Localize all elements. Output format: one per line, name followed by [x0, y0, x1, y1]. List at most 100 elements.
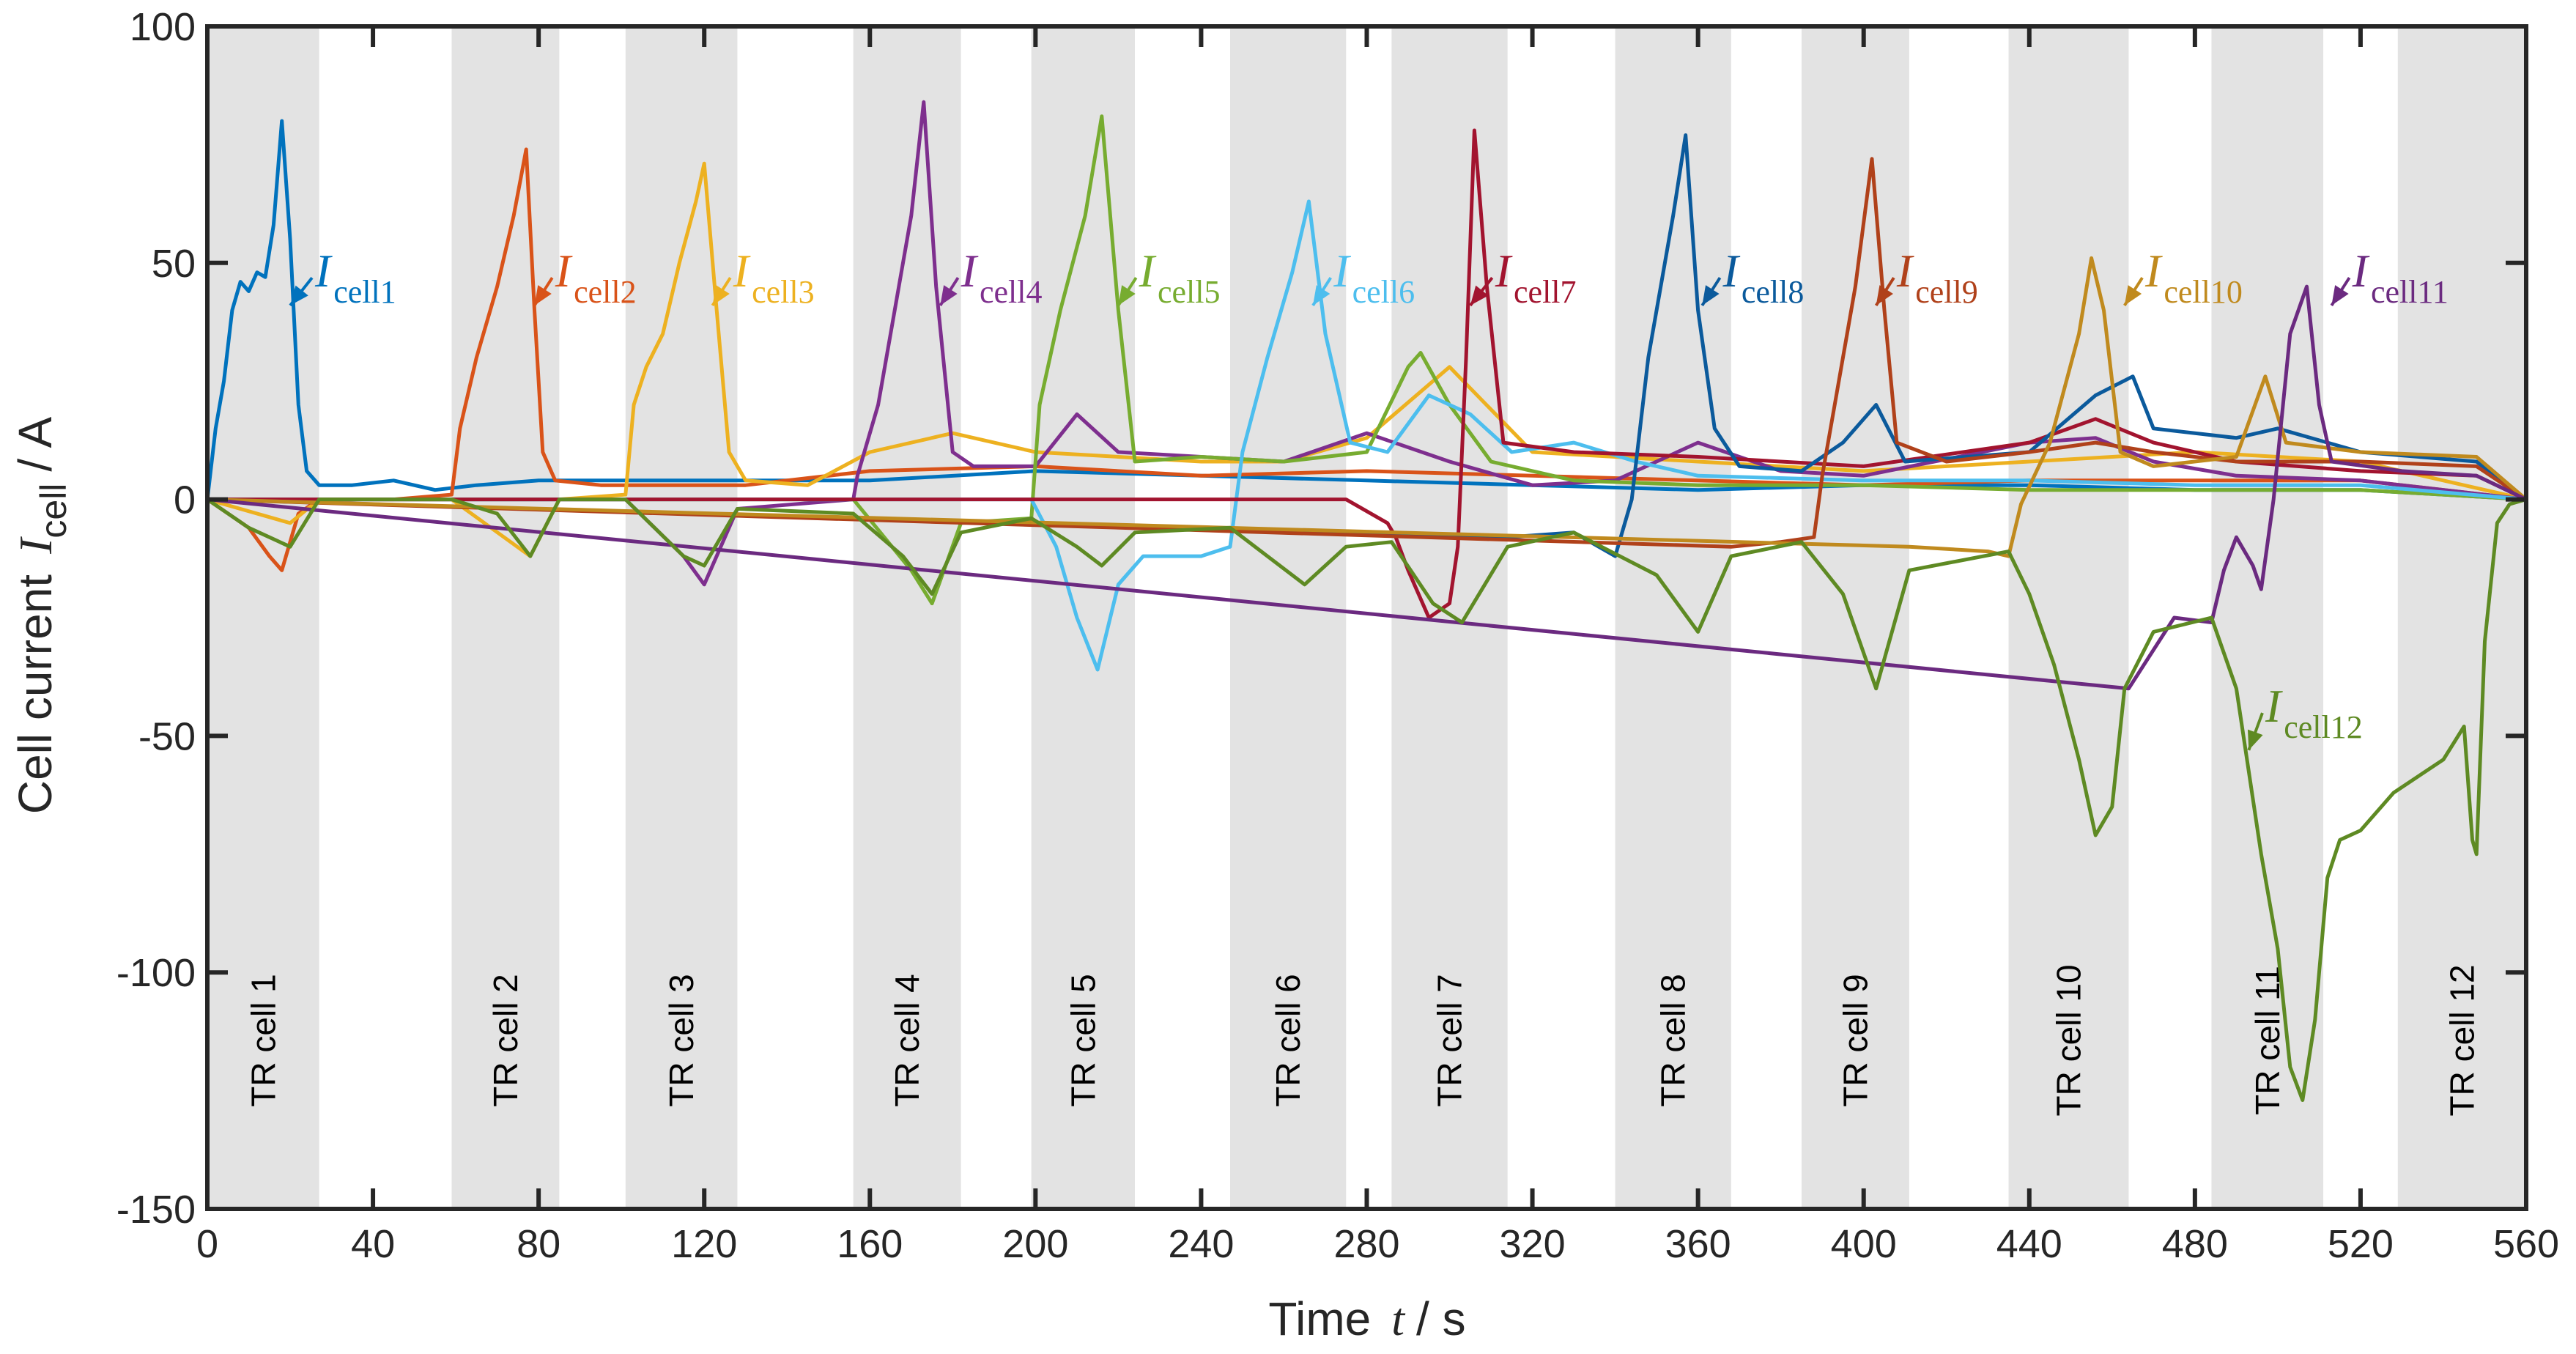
series-label-Icell2: Icell2 [555, 245, 637, 310]
region-label-2: TR cell 2 [486, 974, 525, 1106]
region-label-3: TR cell 3 [662, 974, 700, 1106]
shaded-regions: TR cell 1 TR cell 2 TR cell 3 TR cell 4 TR c… [207, 26, 2526, 1209]
series-lines [205, 100, 2528, 1102]
label-arrowhead-Icell5 [1118, 285, 1136, 306]
series-label-symbol: I [1333, 245, 1351, 297]
label-arrowhead-Icell9 [1876, 285, 1893, 306]
label-arrowhead-Icell4 [940, 285, 958, 306]
series-line-Icell11 [207, 284, 2528, 691]
series-label-Icell1: Icell1 [314, 245, 396, 310]
label-arrowhead-Icell1 [290, 285, 308, 306]
series-label-symbol: I [1722, 245, 1741, 297]
series-label-symbol: I [2144, 245, 2163, 297]
series-label-Icell6: Icell6 [1333, 245, 1415, 310]
label-arrowhead-Icell12 [2247, 729, 2263, 750]
y-axis-title-prefix: Cell current [9, 574, 62, 814]
series-label-sub: cell10 [2164, 274, 2243, 310]
series-label-sub: cell12 [2284, 709, 2363, 745]
x-tick-label-0: 0 [196, 1222, 218, 1266]
series-label-sub: cell7 [1514, 274, 1577, 310]
region-label-12: TR cell 12 [2443, 964, 2481, 1116]
x-tick-label-120: 120 [671, 1222, 737, 1266]
y-tick-label--50: -50 [138, 714, 196, 758]
series-label-symbol: I [1139, 245, 1157, 297]
series-label-symbol: I [555, 245, 573, 297]
x-tick-label-280: 280 [1333, 1222, 1399, 1266]
y-axis-title: Cell current Icell / A [9, 417, 74, 815]
y-tick-label-50: 50 [152, 242, 196, 286]
series-line-Icell1 [205, 119, 2527, 502]
shaded-region-11 [2211, 26, 2324, 1209]
series-label-sub: cell3 [752, 274, 815, 310]
shaded-region-6 [1229, 26, 1347, 1209]
region-label-9: TR cell 9 [1836, 974, 1874, 1106]
region-label-1: TR cell 1 [244, 974, 282, 1106]
series-labels: Icell1 Icell2 Icell3 Icell4 Icell5 Icell6 Icel… [289, 245, 2449, 751]
series-label-sub: cell8 [1742, 274, 1805, 310]
series-label-symbol: I [961, 245, 979, 297]
x-tick-label-360: 360 [1665, 1222, 1731, 1266]
x-tick-label-160: 160 [837, 1222, 903, 1266]
shaded-region-3 [625, 26, 738, 1209]
x-tick-label-520: 520 [2328, 1222, 2394, 1266]
label-arrowhead-Icell2 [534, 285, 552, 306]
shaded-region-9 [1801, 26, 1909, 1209]
y-axis-title-unit: / A [9, 417, 62, 472]
x-tick-label-240: 240 [1168, 1222, 1234, 1266]
series-label-symbol: I [1495, 245, 1513, 297]
region-label-8: TR cell 8 [1654, 974, 1692, 1106]
series-label-Icell5: Icell5 [1139, 245, 1221, 310]
x-tick-label-480: 480 [2162, 1222, 2228, 1266]
y-tick-label--150: -150 [116, 1188, 196, 1232]
label-arrowhead-Icell3 [712, 285, 730, 306]
label-arrowhead-Icell11 [2331, 285, 2349, 306]
shaded-region-10 [2008, 26, 2129, 1209]
series-label-symbol: I [1896, 245, 1914, 297]
series-label-symbol: I [2265, 680, 2283, 732]
x-tick-label-320: 320 [1500, 1222, 1566, 1266]
x-axis-title-prefix: Time [1268, 1292, 1371, 1345]
series-line-Icell4 [207, 100, 2527, 587]
series-label-sub: cell6 [1352, 274, 1415, 310]
shaded-region-2 [451, 26, 560, 1209]
series-label-sub: cell2 [574, 274, 637, 310]
series-line-Icell9 [207, 157, 2528, 549]
label-arrowhead-Icell6 [1313, 285, 1330, 306]
y-tick-label--100: -100 [116, 951, 196, 995]
series-label-sub: cell5 [1158, 274, 1221, 310]
series-label-Icell9: Icell9 [1896, 245, 1978, 310]
label-arrowhead-Icell8 [1702, 285, 1720, 306]
series-label-Icell8: Icell8 [1722, 245, 1805, 310]
series-label-Icell4: Icell4 [961, 245, 1043, 310]
x-tick-label-200: 200 [1002, 1222, 1068, 1266]
region-label-7: TR cell 7 [1431, 974, 1469, 1106]
series-label-sub: cell9 [1915, 274, 1978, 310]
shaded-region-12 [2397, 26, 2526, 1209]
series-line-Icell6 [207, 199, 2527, 672]
region-label-5: TR cell 5 [1064, 974, 1102, 1106]
region-label-4: TR cell 4 [888, 974, 926, 1106]
series-label-Icell12: Icell12 [2265, 680, 2363, 745]
series-label-Icell7: Icell7 [1495, 245, 1577, 310]
series-label-symbol: I [2352, 245, 2370, 297]
shaded-region-1 [207, 26, 319, 1209]
region-label-6: TR cell 6 [1269, 974, 1307, 1106]
x-axis-title-unit: / s [1416, 1292, 1466, 1345]
y-tick-label-100: 100 [130, 5, 196, 49]
x-axis-title: Time t / s [1268, 1292, 1465, 1345]
series-label-Icell3: Icell3 [733, 245, 815, 310]
series-label-Icell11: Icell11 [2352, 245, 2449, 310]
y-tick-label-0: 0 [174, 478, 196, 522]
x-axis-title-var: t [1391, 1293, 1406, 1345]
region-label-10: TR cell 10 [2049, 964, 2087, 1116]
series-line-Icell2 [206, 147, 2527, 572]
series-label-symbol: I [733, 245, 751, 297]
series-line-Icell10 [207, 256, 2528, 558]
series-label-sub: cell4 [980, 274, 1043, 310]
x-tick-label-440: 440 [1996, 1222, 2062, 1266]
x-tick-label-400: 400 [1831, 1222, 1897, 1266]
region-label-11: TR cell 11 [2249, 966, 2287, 1115]
series-line-Icell12 [206, 497, 2527, 1102]
series-label-sub: cell11 [2371, 274, 2449, 310]
